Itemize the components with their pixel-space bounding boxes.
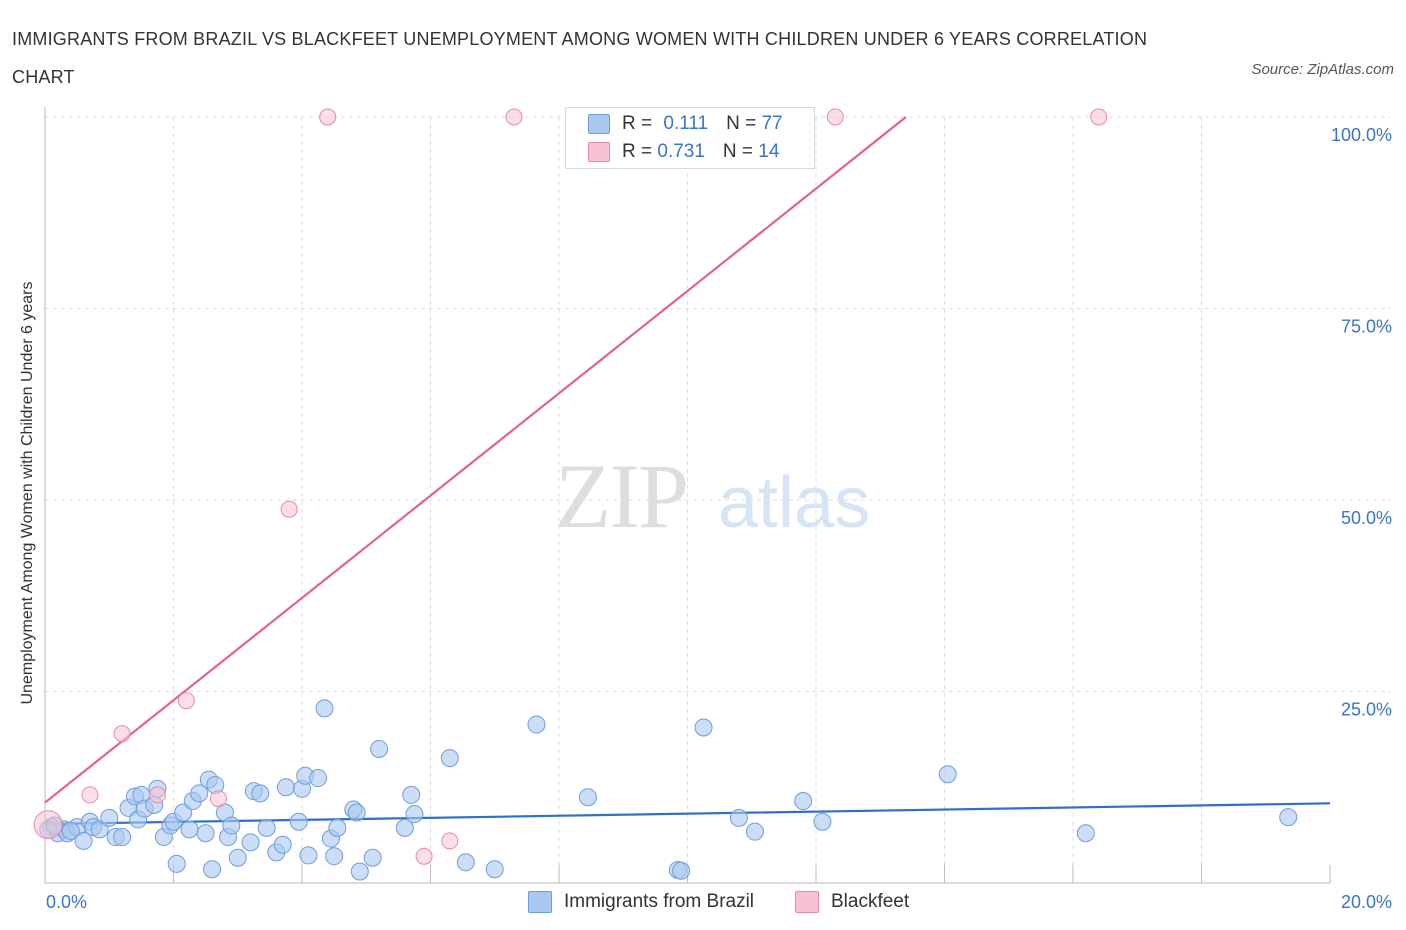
legend-n-value: 77: [761, 113, 783, 134]
data-point-brazil: [745, 822, 764, 841]
data-point-brazil: [113, 828, 132, 847]
y-tick-label: 75.0%: [1341, 317, 1392, 337]
data-point-brazil: [325, 847, 344, 866]
data-point-blackfeet: [148, 786, 166, 804]
data-point-brazil: [180, 820, 199, 839]
y-tick-label: 100.0%: [1331, 125, 1392, 145]
data-point-blackfeet: [826, 108, 844, 126]
data-point-brazil: [196, 824, 215, 843]
y-tick-label: 25.0%: [1341, 700, 1392, 720]
data-point-brazil: [273, 835, 292, 854]
data-point-brazil: [402, 785, 421, 804]
trend-line-brazil: [44, 802, 1331, 826]
data-point-brazil: [174, 803, 193, 822]
data-point-brazil: [190, 784, 209, 803]
data-point-brazil: [257, 818, 276, 837]
x-tick-label: 0.0%: [46, 892, 87, 912]
data-point-brazil: [74, 831, 93, 850]
data-point-brazil: [241, 833, 260, 852]
data-point-blackfeet: [1090, 108, 1108, 126]
legend-n-label: N =: [722, 141, 759, 162]
data-point-brazil: [100, 808, 119, 827]
data-point-brazil: [729, 808, 748, 827]
data-point-blackfeet: [209, 790, 227, 808]
bottom-legend-swatch-blackfeet: [795, 891, 819, 913]
data-point-brazil: [90, 820, 109, 839]
data-point-brazil: [694, 718, 713, 737]
data-point-brazil: [203, 860, 222, 879]
data-point-brazil: [440, 749, 459, 768]
y-tick-label: 50.0%: [1341, 508, 1392, 528]
data-point-brazil: [527, 715, 546, 734]
bottom-legend-label-brazil: Immigrants from Brazil: [564, 891, 755, 912]
data-point-brazil: [276, 778, 295, 797]
bottom-legend-brazil: Immigrants from Brazil: [528, 889, 754, 915]
watermark-zip: ZIP: [555, 445, 687, 547]
data-point-brazil: [222, 816, 241, 835]
legend-n-value: 14: [758, 141, 780, 162]
bottom-legend-blackfeet: Blackfeet: [795, 889, 909, 915]
data-point-brazil: [347, 803, 366, 822]
data-point-blackfeet: [441, 832, 459, 850]
data-point-brazil: [299, 846, 318, 865]
legend-r-label: R =: [622, 113, 658, 134]
watermark-atlas: atlas: [718, 463, 870, 543]
data-point-blackfeet: [280, 500, 298, 518]
legend-swatch-brazil: [588, 114, 610, 134]
data-point-blackfeet: [81, 786, 99, 804]
legend: R = 0.111 N = 77 R = 0.731 N = 14: [565, 107, 815, 169]
data-point-blackfeet: [415, 847, 433, 865]
bottom-legend-swatch-brazil: [528, 891, 552, 913]
data-point-brazil: [350, 862, 369, 881]
data-point-brazil: [578, 788, 597, 807]
legend-row-blackfeet: R = 0.731 N = 14: [588, 140, 779, 164]
legend-r-value: 0.731: [657, 141, 705, 162]
data-point-brazil: [1279, 808, 1298, 827]
data-point-brazil: [485, 860, 504, 879]
data-point-brazil: [228, 848, 247, 867]
data-point-blackfeet: [177, 692, 195, 710]
data-point-brazil: [456, 853, 475, 872]
data-point-brazil: [672, 861, 691, 880]
x-tick-label: 20.0%: [1341, 892, 1392, 912]
data-point-brazil: [328, 818, 347, 837]
data-point-brazil: [938, 765, 957, 784]
trend-line-blackfeet: [44, 116, 907, 804]
chart-title: IMMIGRANTS FROM BRAZIL VS BLACKFEET UNEM…: [12, 29, 1148, 87]
data-point-blackfeet: [33, 810, 63, 840]
data-point-blackfeet: [113, 725, 131, 743]
data-point-blackfeet: [505, 108, 523, 126]
legend-swatch-blackfeet: [588, 142, 610, 162]
data-point-brazil: [167, 854, 186, 873]
legend-r-value: 0.111: [663, 113, 709, 134]
data-point-brazil: [363, 848, 382, 867]
data-point-brazil: [1076, 824, 1095, 843]
data-point-brazil: [309, 769, 328, 788]
data-point-brazil: [405, 805, 424, 824]
source-label: Source: ZipAtlas.com: [1251, 61, 1394, 78]
legend-row-brazil: R = 0.111 N = 77: [588, 112, 783, 136]
data-point-brazil: [395, 818, 414, 837]
legend-n-label: N =: [726, 113, 762, 134]
data-point-brazil: [315, 699, 334, 718]
bottom-legend-label-blackfeet: Blackfeet: [831, 891, 910, 912]
data-point-brazil: [370, 739, 389, 758]
legend-r-label: R =: [622, 141, 658, 162]
data-point-brazil: [813, 812, 832, 831]
data-point-blackfeet: [319, 108, 337, 126]
data-point-brazil: [251, 784, 270, 803]
data-point-brazil: [61, 821, 80, 840]
data-point-brazil: [794, 792, 813, 811]
data-point-brazil: [289, 812, 308, 831]
